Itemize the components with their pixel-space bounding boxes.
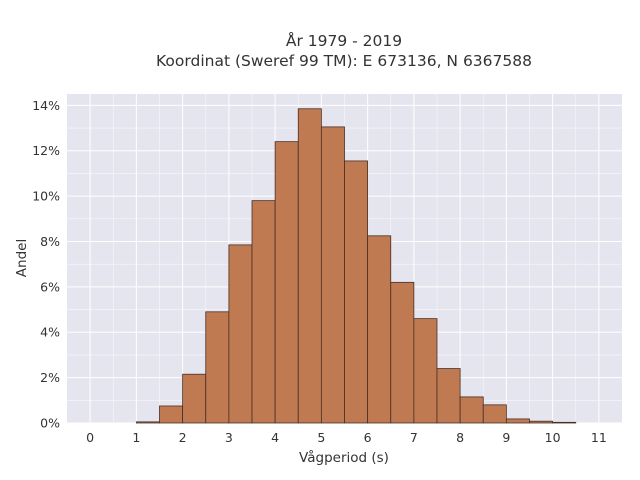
histogram-bar <box>228 244 253 424</box>
y-axis-ticks: 0% 2% 4% 6% 8% 10% 12% 14% <box>32 98 60 431</box>
x-tick-label: 6 <box>364 430 372 445</box>
histogram-bar <box>529 420 554 424</box>
x-tick-label: 11 <box>591 430 607 445</box>
y-axis-label: Andel <box>14 239 30 277</box>
chart-title: År 1979 - 2019 <box>286 31 402 50</box>
y-tick-label: 4% <box>40 325 60 340</box>
x-tick-label: 2 <box>179 430 187 445</box>
histogram-bar <box>135 421 160 424</box>
histogram-bar <box>505 418 530 424</box>
bars <box>135 108 577 424</box>
x-tick-label: 1 <box>132 430 140 445</box>
histogram-bar <box>274 141 299 424</box>
histogram-bar <box>320 126 345 424</box>
histogram-bar <box>390 281 415 424</box>
x-tick-label: 4 <box>271 430 279 445</box>
y-tick-label: 0% <box>40 416 60 431</box>
x-tick-label: 10 <box>545 430 561 445</box>
histogram-bar <box>552 421 577 424</box>
y-tick-label: 12% <box>32 143 60 158</box>
x-axis-ticks: 0 1 2 3 4 5 6 7 8 9 10 11 <box>86 430 607 445</box>
x-tick-label: 8 <box>456 430 464 445</box>
histogram-bar <box>413 318 438 424</box>
histogram-bar <box>482 404 507 424</box>
histogram-bar <box>459 396 484 424</box>
x-tick-label: 9 <box>502 430 510 445</box>
x-tick-label: 3 <box>225 430 233 445</box>
y-tick-label: 14% <box>32 98 60 113</box>
histogram-bar <box>436 368 461 424</box>
x-tick-label: 0 <box>86 430 94 445</box>
y-tick-label: 8% <box>40 234 60 249</box>
x-tick-label: 5 <box>317 430 325 445</box>
histogram-bar <box>251 200 276 424</box>
y-tick-label: 6% <box>40 279 60 294</box>
histogram-bar <box>159 405 184 424</box>
x-tick-label: 7 <box>410 430 418 445</box>
histogram-bar <box>297 108 322 424</box>
y-tick-label: 10% <box>32 189 60 204</box>
chart-subtitle: Koordinat (Sweref 99 TM): E 673136, N 63… <box>156 52 532 70</box>
y-tick-label: 2% <box>40 370 60 385</box>
histogram-bar <box>205 311 230 424</box>
histogram-bar <box>344 160 369 424</box>
histogram-bar <box>367 235 392 424</box>
x-axis-label: Vågperiod (s) <box>299 449 389 466</box>
histogram-bar <box>182 373 207 424</box>
